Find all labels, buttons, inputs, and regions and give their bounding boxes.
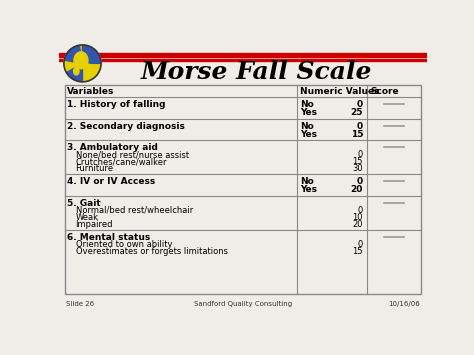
Text: 2. Secondary diagnosis: 2. Secondary diagnosis	[67, 122, 185, 131]
Bar	[59, 53, 427, 57]
Bar	[64, 85, 421, 294]
Wedge shape	[82, 46, 100, 64]
Text: 10/16/06: 10/16/06	[388, 301, 419, 307]
Ellipse shape	[73, 67, 79, 75]
Text: 6. Mental status: 6. Mental status	[67, 233, 150, 242]
Text: No: No	[300, 122, 314, 131]
Ellipse shape	[74, 52, 88, 69]
Text: 0: 0	[358, 240, 363, 249]
Wedge shape	[67, 64, 82, 81]
Text: Numeric Values: Numeric Values	[300, 87, 380, 95]
Text: Yes: Yes	[300, 130, 317, 138]
Text: Weak: Weak	[75, 213, 99, 222]
Text: 0: 0	[358, 206, 363, 215]
Text: 10: 10	[353, 213, 363, 222]
Text: 0: 0	[357, 100, 363, 109]
Text: Slide 26: Slide 26	[66, 301, 94, 307]
Ellipse shape	[85, 64, 92, 75]
Text: Impaired: Impaired	[75, 220, 113, 229]
Text: Normal/bed rest/wheelchair: Normal/bed rest/wheelchair	[75, 206, 193, 215]
Text: 0: 0	[357, 122, 363, 131]
Wedge shape	[65, 46, 82, 64]
Text: 4. IV or IV Access: 4. IV or IV Access	[67, 178, 155, 186]
Text: Variables: Variables	[67, 87, 114, 95]
Text: Sandford Quality Consulting: Sandford Quality Consulting	[194, 301, 292, 307]
Text: 30: 30	[353, 164, 363, 173]
Text: Yes: Yes	[300, 185, 317, 194]
Text: Score: Score	[370, 87, 399, 95]
Text: No: No	[300, 100, 314, 109]
Text: 0: 0	[358, 151, 363, 159]
Text: Morse Fall Scale: Morse Fall Scale	[141, 60, 373, 84]
Text: Crutches/cane/walker: Crutches/cane/walker	[75, 157, 167, 166]
Text: 15: 15	[353, 247, 363, 256]
Text: 20: 20	[351, 185, 363, 194]
Bar	[59, 59, 427, 61]
Text: 25: 25	[351, 108, 363, 117]
Text: 5. Gait: 5. Gait	[67, 199, 101, 208]
Text: 0: 0	[357, 178, 363, 186]
Circle shape	[64, 45, 101, 82]
Text: 3. Ambulatory aid: 3. Ambulatory aid	[67, 143, 158, 152]
Text: Yes: Yes	[300, 108, 317, 117]
Text: Oriented to own ability: Oriented to own ability	[75, 240, 172, 249]
Text: No: No	[300, 178, 314, 186]
Text: Furniture: Furniture	[75, 164, 114, 173]
Text: 20: 20	[353, 220, 363, 229]
Text: 1. History of falling: 1. History of falling	[67, 100, 165, 109]
Text: 15: 15	[353, 157, 363, 166]
Text: Overestimates or forgets limitations: Overestimates or forgets limitations	[75, 247, 228, 256]
Text: 15: 15	[351, 130, 363, 138]
Text: None/bed rest/nurse assist: None/bed rest/nurse assist	[75, 151, 189, 159]
Circle shape	[64, 46, 100, 81]
